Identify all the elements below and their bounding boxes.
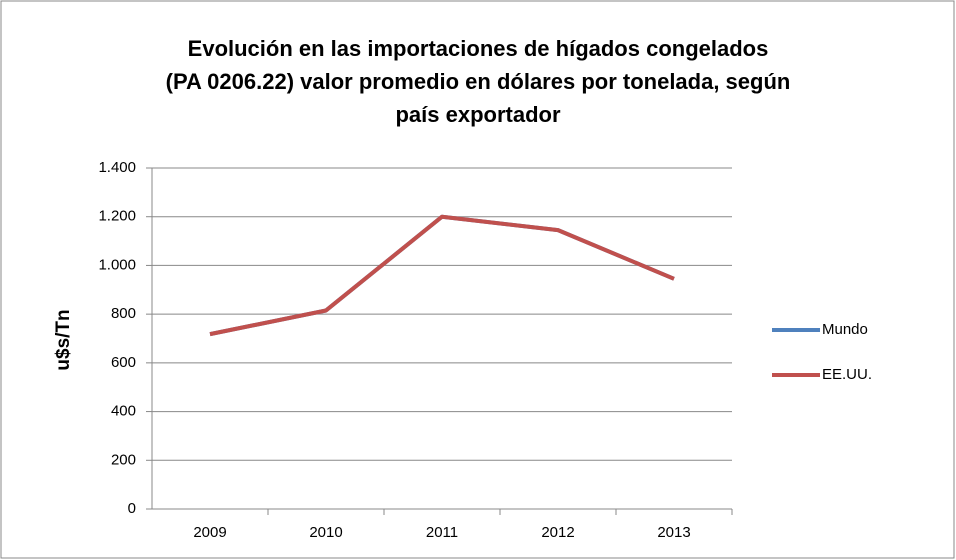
x-tick-label: 2011: [426, 524, 458, 541]
y-tick-label: 400: [111, 403, 136, 420]
chart-title: (PA 0206.22) valor promedio en dólares p…: [166, 69, 791, 94]
y-tick-label: 1.000: [98, 256, 136, 273]
y-tick-label: 1.200: [98, 208, 136, 225]
x-tick-label: 2009: [193, 524, 226, 541]
x-tick-label: 2012: [541, 524, 574, 541]
legend-label: Mundo: [822, 321, 868, 338]
series-line: [209, 214, 675, 337]
y-tick-label: 0: [128, 500, 136, 517]
y-tick-label: 1.400: [98, 159, 136, 176]
legend-label: EE.UU.: [822, 366, 872, 383]
x-tick-label: 2013: [657, 524, 690, 541]
y-tick-label: 800: [111, 305, 136, 322]
y-tick-label: 200: [111, 451, 136, 468]
chart-title: Evolución en las importaciones de hígado…: [188, 36, 769, 61]
y-tick-label: 600: [111, 354, 136, 371]
x-tick-label: 2010: [309, 524, 342, 541]
y-axis-title: u$s/Tn: [53, 309, 74, 370]
chart-title: país exportador: [395, 102, 560, 127]
